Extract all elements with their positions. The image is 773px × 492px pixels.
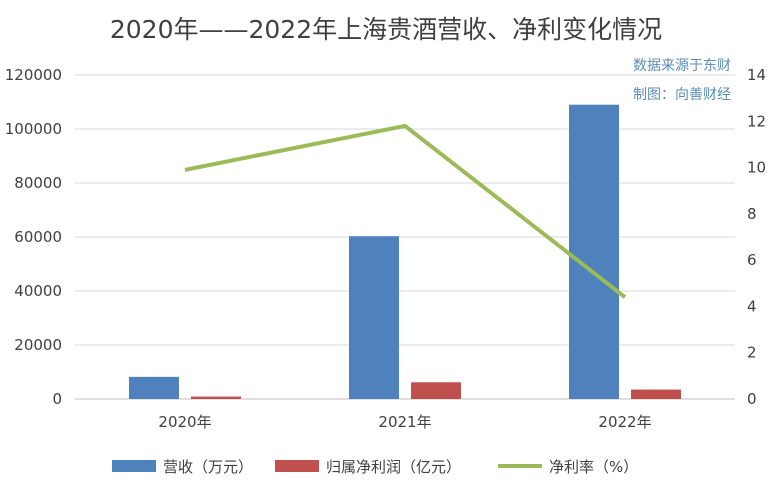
gridlines [75,74,735,400]
right-tick-label: 0 [747,390,757,408]
line-series [184,123,627,299]
left-tick-label: 0 [52,390,62,408]
legend-swatch [275,460,319,472]
bar [349,236,399,399]
line-series-path [184,123,627,299]
bars [129,104,681,399]
bar [631,389,681,399]
right-tick-label: 6 [747,251,757,269]
right-tick-label: 8 [747,205,757,223]
right-tick-label: 2 [747,344,757,362]
annotation: 数据来源于东财 [633,58,731,74]
annotation: 制图：向善财经 [633,87,731,103]
chart-title: 2020年——2022年上海贵酒营收、净利变化情况 [110,15,662,44]
legend-swatch [112,460,156,472]
left-tick-label: 60000 [14,228,62,246]
right-axis-ticks: 0 2 4 6 8 10 12 14 [747,66,766,408]
legend-label: 归属净利润（亿元） [326,458,461,476]
legend: 营收（万元） 归属净利润（亿元） 净利率（%） [112,458,638,476]
legend-label: 营收（万元） [163,458,253,476]
left-tick-label: 100000 [5,120,62,138]
right-tick-label: 12 [747,112,766,130]
right-tick-label: 4 [747,297,757,315]
category-label: 2021年 [378,413,431,431]
category-label: 2020年 [158,413,211,431]
left-tick-label: 120000 [5,66,62,84]
bar [129,376,179,399]
bar [411,382,461,399]
bar [569,104,619,399]
category-labels: 2020年 2021年 2022年 [158,413,651,431]
right-tick-label: 10 [747,159,766,177]
bar [191,396,241,399]
left-axis-ticks: 0 20000 40000 60000 80000 100000 120000 [5,66,62,408]
legend-label: 净利率（%） [549,458,638,476]
left-tick-label: 40000 [14,282,62,300]
category-label: 2022年 [598,413,651,431]
right-tick-label: 14 [747,66,766,84]
left-tick-label: 80000 [14,174,62,192]
left-tick-label: 20000 [14,336,62,354]
